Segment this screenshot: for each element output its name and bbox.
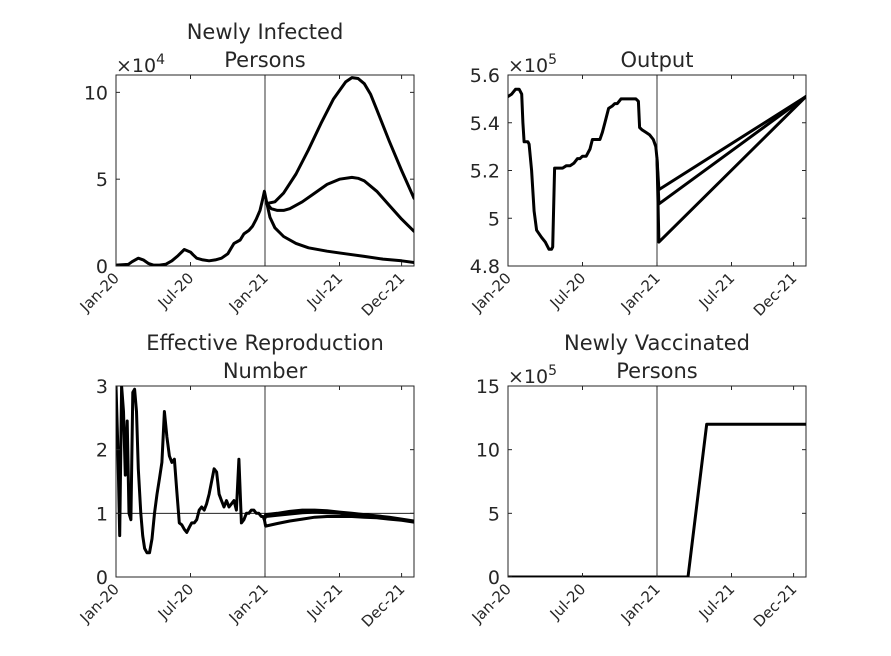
y-tick-label: 5.2 — [470, 161, 500, 183]
y-tick-label: 0 — [96, 256, 108, 278]
exponent-base: ×10 — [508, 55, 548, 77]
series-line — [655, 95, 806, 244]
y-tick-label: 3 — [96, 376, 108, 398]
subplot-title: Newly Infected — [187, 20, 344, 44]
y-tick-label: 5 — [488, 208, 500, 230]
series-group — [116, 386, 414, 555]
subplot-title: Output — [621, 48, 694, 72]
subplot-title: Effective Reproduction — [146, 331, 384, 355]
series-line — [265, 76, 414, 205]
y-tick-label: 4.8 — [470, 256, 500, 278]
exponent-base: ×10 — [116, 55, 156, 77]
series-group — [508, 87, 806, 251]
y-tick-label: 0 — [488, 567, 500, 589]
exponent-power: 4 — [156, 52, 165, 68]
exponent-power: 5 — [548, 363, 557, 379]
subplot-title: Newly Vaccinated — [564, 331, 750, 355]
axis-exponent-label: ×104 — [116, 52, 165, 77]
exponent-base: ×10 — [508, 366, 548, 388]
subplot-title: Persons — [224, 48, 306, 72]
y-tick-label: 1 — [96, 503, 108, 525]
y-tick-label: 5 — [488, 503, 500, 525]
y-tick-label: 15 — [476, 376, 500, 398]
y-tick-label: 5 — [96, 169, 108, 191]
y-tick-label: 10 — [84, 82, 108, 104]
y-tick-label: 2 — [96, 440, 108, 462]
subplot-title: Persons — [616, 359, 698, 383]
series-line — [508, 87, 659, 251]
series-line — [265, 175, 414, 233]
y-tick-label: 5.6 — [470, 65, 500, 87]
subplot-title: Number — [223, 359, 308, 383]
series-line — [262, 515, 414, 528]
axis-exponent-label: ×105 — [508, 363, 557, 388]
series-line — [508, 422, 806, 577]
series-line — [116, 386, 266, 555]
exponent-power: 5 — [548, 52, 557, 68]
axis-exponent-label: ×105 — [508, 52, 557, 77]
y-tick-label: 10 — [476, 440, 500, 462]
y-tick-label: 0 — [96, 567, 108, 589]
series-group — [116, 76, 414, 266]
y-tick-label: 5.4 — [470, 113, 500, 135]
series-line — [116, 189, 414, 266]
series-group — [508, 422, 806, 577]
